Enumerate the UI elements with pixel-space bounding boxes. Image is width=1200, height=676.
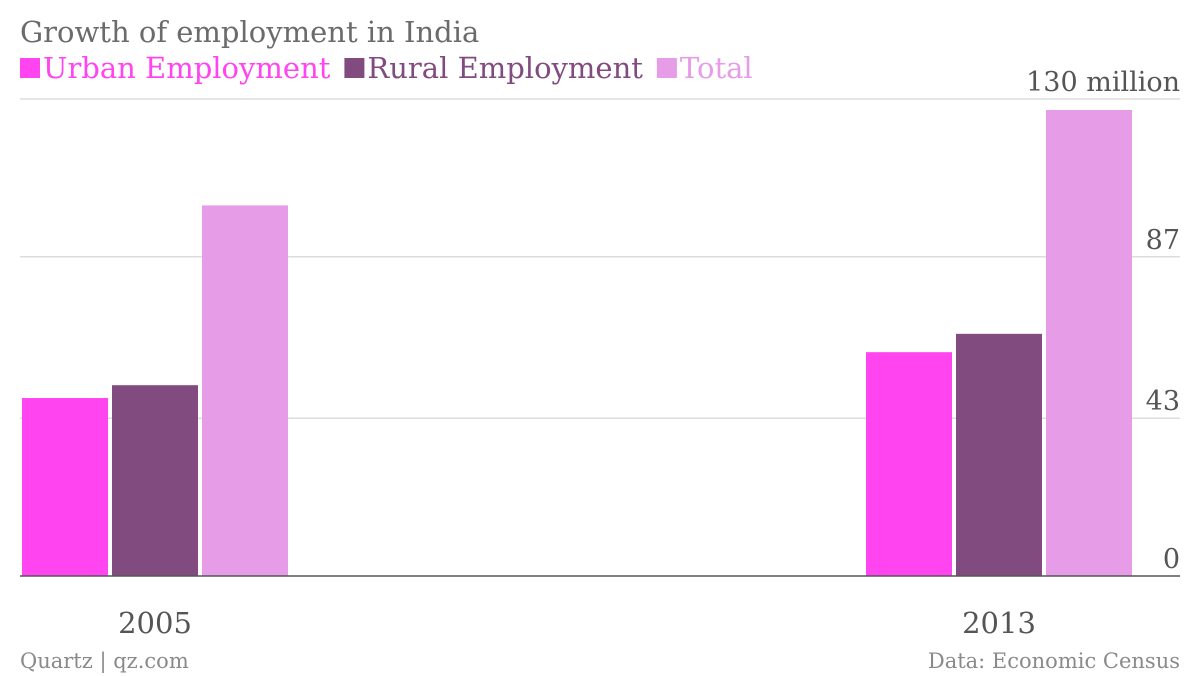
legend-swatch [656,58,677,78]
legend-swatch [20,58,40,78]
bar-total-2013 [1046,110,1132,576]
y-tick-label: 43 [1146,386,1180,417]
legend-label: Rural Employment [367,51,643,85]
y-axis-tick-labels: 0 43 87 130 million [1026,67,1180,575]
bar-rural-employment-2013 [956,333,1042,576]
bar-rural-employment-2005 [112,385,198,576]
bars [22,110,1132,576]
x-axis-category-labels: 2005 2013 [118,606,1036,640]
y-tick-label: 87 [1146,225,1180,256]
source-credit: Quartz | qz.com [20,649,189,674]
x-tick-label: 2005 [118,606,192,640]
x-tick-label: 2013 [962,606,1036,640]
y-tick-label: 130 million [1026,67,1180,98]
bar-total-2005 [202,205,288,576]
legend-label: Urban Employment [43,51,331,85]
legend: Urban Employment Rural Employment Total [20,51,753,85]
y-tick-label: 0 [1163,544,1180,575]
data-source: Data: Economic Census [928,649,1180,673]
bar-urban-employment-2005 [22,398,108,576]
bar-urban-employment-2013 [866,352,952,576]
legend-label: Total [680,51,753,85]
chart-title: Growth of employment in India [20,15,479,49]
legend-swatch [344,58,365,78]
